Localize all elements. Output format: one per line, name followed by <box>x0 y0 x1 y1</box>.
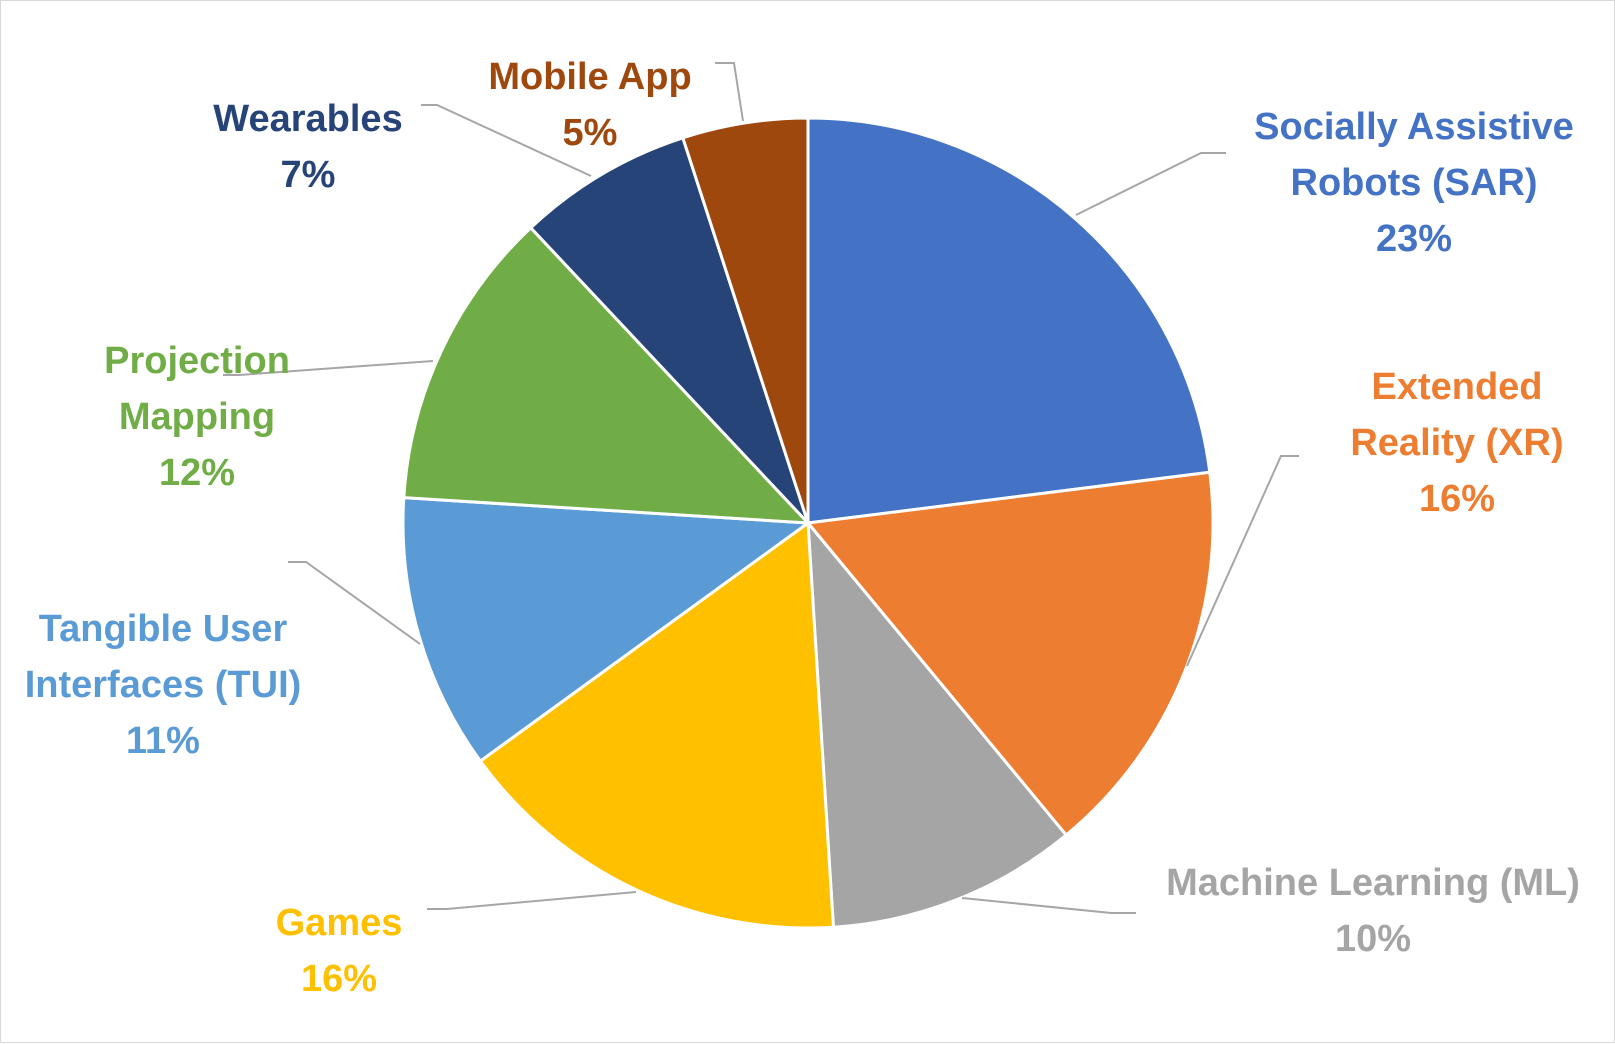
pie-slice-8 <box>680 116 810 524</box>
data-label-percent: 16% <box>301 958 377 1000</box>
data-label-percent: 10% <box>1335 918 1411 960</box>
leader-line-5 <box>288 561 421 645</box>
leader-line-6 <box>223 360 434 376</box>
pie-slice-4 <box>478 520 836 930</box>
leader-line-8 <box>715 62 744 122</box>
pie-slices <box>401 116 1215 930</box>
data-label-category: Extended <box>1371 366 1542 408</box>
data-label-4: Games 16% <box>276 902 403 1000</box>
data-label-category: Wearables <box>213 98 402 140</box>
pie-slice-7 <box>528 135 810 525</box>
data-label-5: Tangible User Interfaces (TUI) 11% <box>25 608 302 762</box>
data-labels: Socially Assistive Robots (SAR) 23% Extende… <box>25 56 1580 1000</box>
data-label-percent: 5% <box>563 112 618 154</box>
data-label-category: Interfaces (TUI) <box>25 664 302 706</box>
leader-line-7 <box>421 104 592 177</box>
data-label-3: Machine Learning (ML) 10% <box>1166 862 1580 960</box>
data-label-percent: 23% <box>1376 218 1452 260</box>
pie-slice-1 <box>806 116 1212 525</box>
data-label-category: Tangible User <box>39 608 288 650</box>
pie-slice-2 <box>805 470 1215 838</box>
data-label-7: Wearables 7% <box>213 98 402 196</box>
data-label-category: Machine Learning (ML) <box>1166 862 1580 904</box>
data-label-category: Mobile App <box>488 56 691 98</box>
data-label-1: Socially Assistive Robots (SAR) 23% <box>1254 106 1574 260</box>
data-label-8: Mobile App 5% <box>488 56 691 154</box>
leader-lines <box>223 62 1299 914</box>
pie-slice-3 <box>806 518 1069 929</box>
leader-line-3 <box>961 897 1136 914</box>
data-label-2: Extended Reality (XR) 16% <box>1350 366 1563 520</box>
leader-line-2 <box>1186 455 1299 667</box>
data-label-6: Projection Mapping 12% <box>104 340 290 494</box>
leader-line-4 <box>427 891 637 910</box>
data-label-category: Games <box>276 902 403 944</box>
data-label-percent: 11% <box>126 720 200 762</box>
data-label-percent: 12% <box>159 452 235 494</box>
data-label-category: Mapping <box>119 396 275 438</box>
data-label-category: Projection <box>104 340 290 382</box>
data-label-percent: 16% <box>1419 478 1495 520</box>
data-label-category: Socially Assistive <box>1254 106 1574 148</box>
data-label-category: Reality (XR) <box>1350 422 1563 464</box>
data-label-category: Robots (SAR) <box>1291 162 1538 204</box>
pie-slice-5 <box>401 495 813 764</box>
leader-line-1 <box>1075 152 1226 216</box>
data-label-percent: 7% <box>281 154 336 196</box>
pie-slice-6 <box>402 225 812 525</box>
